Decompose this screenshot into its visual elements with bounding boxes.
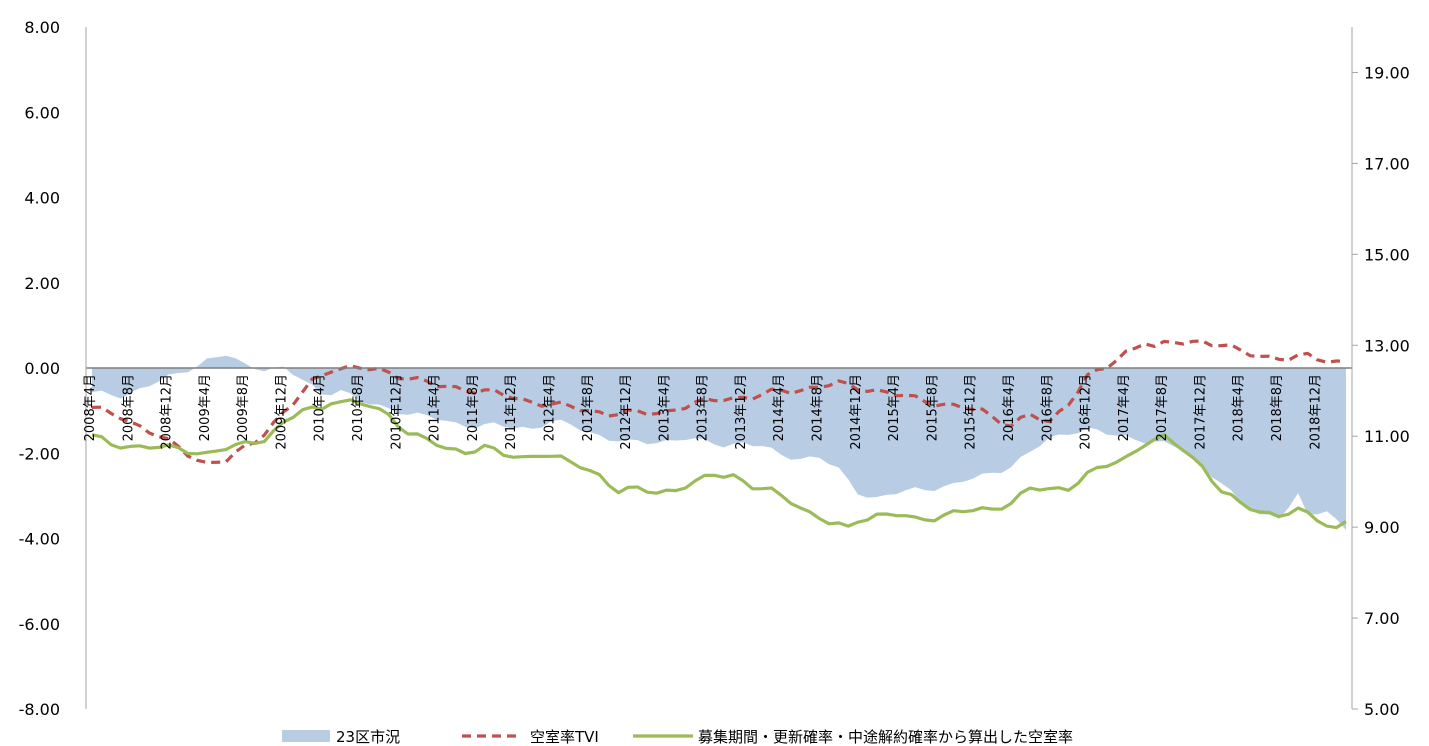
plot-area <box>91 339 1347 530</box>
series-area-0 <box>92 355 1346 530</box>
right-tick-label: 9.00 <box>1364 518 1400 537</box>
right-tick-label: 5.00 <box>1364 700 1400 719</box>
legend: 23区市況 空室率TVI 募集期間・更新確率・中途解約確率から算出した空室率 <box>282 728 1073 746</box>
right-tick-label: 15.00 <box>1364 245 1410 264</box>
legend-label: 募集期間・更新確率・中途解約確率から算出した空室率 <box>698 728 1073 746</box>
left-tick-label: 6.00 <box>24 103 60 122</box>
left-tick-label: 0.00 <box>24 359 60 378</box>
category-label: 2013年12月 <box>734 374 749 450</box>
right-tick-label: 7.00 <box>1364 609 1400 628</box>
left-tick-label: 8.00 <box>24 18 60 37</box>
category-label: 2015年4月 <box>887 374 902 441</box>
category-label: 2011年4月 <box>428 374 443 441</box>
category-label: 2012年4月 <box>542 374 557 441</box>
category-label: 2009年8月 <box>236 374 251 441</box>
category-label: 2017年12月 <box>1193 374 1208 450</box>
category-label: 2014年8月 <box>811 374 826 441</box>
category-label: 2010年12月 <box>389 374 404 450</box>
category-label: 2011年12月 <box>504 374 519 450</box>
category-label: 2016年4月 <box>1002 374 1017 441</box>
category-label: 2009年12月 <box>274 374 289 450</box>
category-label: 2011年8月 <box>466 374 481 441</box>
left-tick-label: 4.00 <box>24 189 60 208</box>
series-line-1 <box>91 339 1347 465</box>
category-label: 2015年12月 <box>964 374 979 450</box>
category-label: 2010年4月 <box>313 374 328 441</box>
category-label: 2014年12月 <box>849 374 864 450</box>
right-tick-label: 11.00 <box>1364 427 1410 446</box>
category-labels: 2008年4月 2008年8月 2008年12月 2009年4月 2009年8月 2009… <box>83 374 1323 450</box>
category-label: 2008年8月 <box>121 374 136 441</box>
legend-label: 23区市況 <box>336 728 400 746</box>
category-label: 2012年12月 <box>619 374 634 450</box>
legend-swatch-area <box>282 730 330 742</box>
axes <box>85 27 1353 709</box>
right-tick-label: 17.00 <box>1364 154 1410 173</box>
legend-label: 空室率TVI <box>530 728 599 746</box>
category-label: 2018年12月 <box>1308 374 1323 450</box>
category-label: 2016年8月 <box>1040 374 1055 441</box>
left-tick-label: -6.00 <box>19 615 60 634</box>
category-label: 2008年4月 <box>83 374 98 441</box>
category-label: 2009年4月 <box>198 374 213 441</box>
category-label: 2017年8月 <box>1155 374 1170 441</box>
category-label: 2013年4月 <box>657 374 672 441</box>
category-label: 2018年8月 <box>1270 374 1285 441</box>
category-label: 2017年4月 <box>1117 374 1132 441</box>
category-label: 2018年4月 <box>1232 374 1247 441</box>
right-axis-ticks: 19.00 17.00 15.00 13.00 11.00 9.00 7.00 5.00 <box>1352 63 1410 719</box>
left-tick-label: -8.00 <box>19 700 60 719</box>
right-tick-label: 13.00 <box>1364 336 1410 355</box>
left-axis-ticks: 8.00 6.00 4.00 2.00 0.00 -2.00 -4.00 -6.00 -8.00 <box>19 18 60 719</box>
right-tick-label: 19.00 <box>1364 63 1410 82</box>
category-label: 2013年8月 <box>696 374 711 441</box>
category-label: 2008年12月 <box>160 374 175 450</box>
category-label: 2014年4月 <box>772 374 787 441</box>
category-label: 2015年8月 <box>925 374 940 441</box>
series-line-2 <box>91 398 1347 530</box>
left-tick-label: 2.00 <box>24 274 60 293</box>
category-label: 2012年8月 <box>581 374 596 441</box>
category-label: 2016年12月 <box>1079 374 1094 450</box>
category-label: 2010年8月 <box>351 374 366 441</box>
left-tick-label: -4.00 <box>19 530 60 549</box>
left-tick-label: -2.00 <box>19 444 60 463</box>
